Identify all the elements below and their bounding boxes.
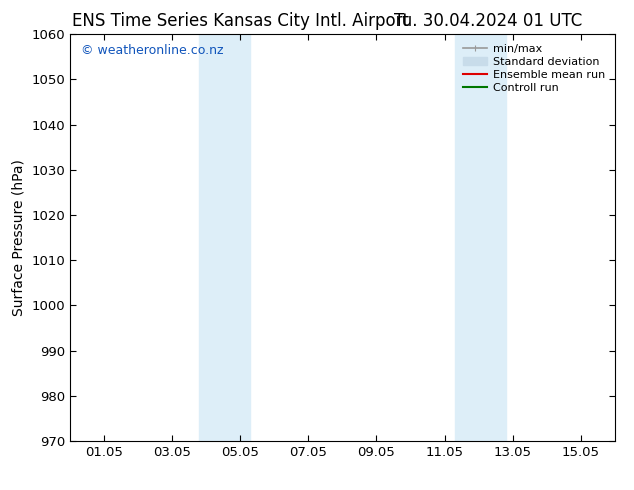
Text: Tu. 30.04.2024 01 UTC: Tu. 30.04.2024 01 UTC: [394, 12, 582, 30]
Text: ENS Time Series Kansas City Intl. Airport: ENS Time Series Kansas City Intl. Airpor…: [72, 12, 410, 30]
Y-axis label: Surface Pressure (hPa): Surface Pressure (hPa): [11, 159, 25, 316]
Bar: [455, 34, 506, 441]
Legend: min/max, Standard deviation, Ensemble mean run, Controll run: min/max, Standard deviation, Ensemble me…: [458, 40, 609, 97]
Bar: [199, 34, 250, 441]
Text: © weatheronline.co.nz: © weatheronline.co.nz: [81, 45, 223, 57]
